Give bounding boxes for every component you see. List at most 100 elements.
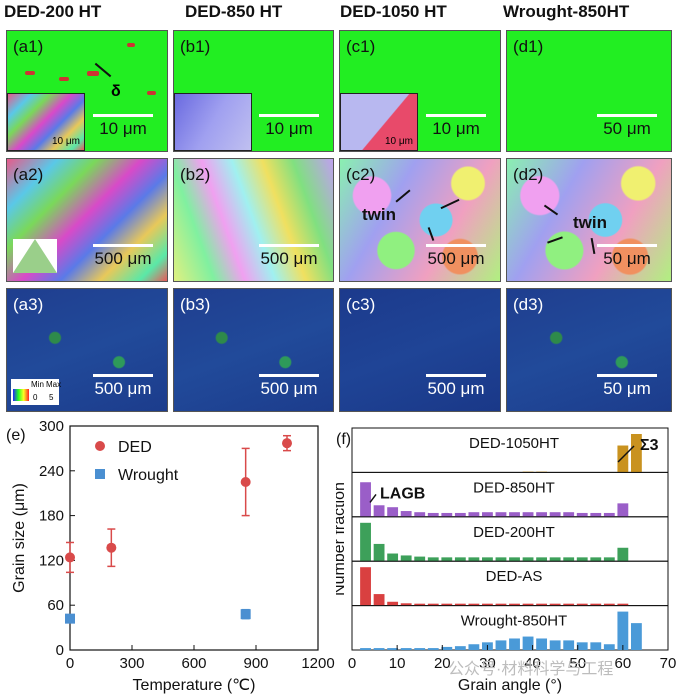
scale-bar: 10 μm xyxy=(426,114,486,139)
header-wrought-850: Wrought-850HT xyxy=(503,2,630,21)
histogram-bar xyxy=(482,603,493,606)
histogram-bar xyxy=(590,642,602,650)
legend-color-bar xyxy=(13,389,29,401)
x-tick-label: 600 xyxy=(181,655,206,672)
histogram-bar xyxy=(617,503,629,517)
panel-label: (c3) xyxy=(346,295,376,314)
header-ded-200: DED-200 HT xyxy=(4,2,102,21)
histogram-bar xyxy=(441,557,453,562)
header-ded-850: DED-850 HT xyxy=(185,2,283,21)
inset-ebsd-map: 10 μm xyxy=(7,93,85,151)
data-point xyxy=(106,542,117,553)
histogram-bar xyxy=(617,445,629,473)
histogram-bar xyxy=(603,644,615,650)
histogram-bar xyxy=(509,638,520,650)
histogram-bar xyxy=(414,603,426,606)
histogram-bar xyxy=(536,557,548,562)
lagb-annotation: LAGB xyxy=(380,485,425,502)
y-tick-label: 240 xyxy=(39,463,64,480)
histogram-bar xyxy=(563,603,575,606)
legend-max-value: 5 xyxy=(49,393,54,402)
delta-particle xyxy=(25,71,35,75)
histogram-bar xyxy=(495,603,507,606)
inset-scale-label: 10 μm xyxy=(52,136,80,147)
y-axis-label: Number fraction xyxy=(336,482,348,596)
scale-bar: 500 μm xyxy=(259,244,319,269)
legend-marker xyxy=(95,469,105,479)
scale-bar: 500 μm xyxy=(426,244,486,269)
histogram-bar xyxy=(427,603,439,606)
scale-bar: 10 μm xyxy=(93,114,153,139)
histogram-bar xyxy=(482,557,493,562)
panel-b3: (b3) 500 μm xyxy=(173,288,334,412)
scale-label: 500 μm xyxy=(260,379,318,398)
histogram-bar xyxy=(373,505,385,517)
histogram-bar xyxy=(387,601,399,606)
histogram-bar xyxy=(373,594,385,606)
scale-label: 500 μm xyxy=(94,379,152,398)
panel-label: (a1) xyxy=(13,37,44,56)
histogram-bar xyxy=(522,636,534,650)
histogram-bar xyxy=(373,543,385,562)
x-tick-label: 50 xyxy=(569,655,586,672)
panel-label: (c2) xyxy=(346,165,376,184)
panel-a2: (a2) 500 μm xyxy=(6,158,168,282)
histogram-bar xyxy=(441,512,453,517)
x-tick-label: 1200 xyxy=(301,655,334,672)
legend-label: DED xyxy=(118,439,152,456)
histogram-bar xyxy=(427,648,439,650)
grain-angle-chart: (f) DED-1050HT DED-850HT DED-200HT DED-AS Wr… xyxy=(336,427,677,694)
scale-bar: 500 μm xyxy=(93,374,153,399)
scale-label: 500 μm xyxy=(94,249,152,268)
histogram-bar xyxy=(468,644,480,650)
histogram-bar xyxy=(576,642,588,650)
x-tick-label: 30 xyxy=(479,655,496,672)
histogram-bar xyxy=(617,611,629,650)
arrow-icon xyxy=(440,198,460,210)
panel-label: (d2) xyxy=(513,165,544,184)
y-tick-label: 300 xyxy=(39,418,64,435)
histogram-bar xyxy=(441,646,453,650)
histogram-bar xyxy=(468,512,480,517)
x-axis-label: Temperature (℃) xyxy=(133,677,256,694)
histogram-bar xyxy=(509,557,520,562)
watermark: 公众号·材料科学与工程 xyxy=(448,661,614,678)
histogram-bar xyxy=(563,557,575,562)
panel-label: (b3) xyxy=(180,295,211,314)
histogram-bar xyxy=(576,603,588,606)
histogram-bar xyxy=(454,603,466,606)
series-label: Wrought-850HT xyxy=(461,613,567,630)
panel-label: (b2) xyxy=(180,165,211,184)
histogram-bar xyxy=(387,648,399,650)
histogram-bar xyxy=(360,482,371,517)
histogram-bar xyxy=(427,512,439,517)
panel-a3: (a3) Min Max 0 5 500 μm xyxy=(6,288,168,412)
arrow-icon xyxy=(590,237,596,255)
x-tick-label: 70 xyxy=(660,655,677,672)
panel-label: (b1) xyxy=(180,37,211,56)
histogram-bar xyxy=(603,603,615,606)
histogram-bar xyxy=(549,557,561,562)
scale-bar: 10 μm xyxy=(259,114,319,139)
scale-bar: 50 μm xyxy=(597,374,657,399)
data-point xyxy=(65,552,75,563)
panel-b1: (b1) 10 μm xyxy=(173,30,334,152)
histogram-bar xyxy=(400,511,412,517)
x-tick-label: 0 xyxy=(66,655,74,672)
inset-ebsd-map xyxy=(174,93,252,151)
data-point xyxy=(282,438,292,449)
histogram-bar xyxy=(400,648,412,650)
histogram-bar xyxy=(603,512,615,517)
series-label: DED-1050HT xyxy=(469,435,559,452)
histogram-bar xyxy=(536,603,548,606)
panel-label: (d3) xyxy=(513,295,544,314)
annotation-arrow xyxy=(369,493,377,503)
x-tick-label: 0 xyxy=(348,655,356,672)
series-label: DED-AS xyxy=(486,568,543,585)
scale-bar: 50 μm xyxy=(597,244,657,269)
histogram-bar xyxy=(441,603,453,606)
histogram-bar xyxy=(414,556,426,562)
x-tick-label: 900 xyxy=(243,655,268,672)
data-point xyxy=(240,609,251,620)
histogram-bar xyxy=(630,434,642,473)
